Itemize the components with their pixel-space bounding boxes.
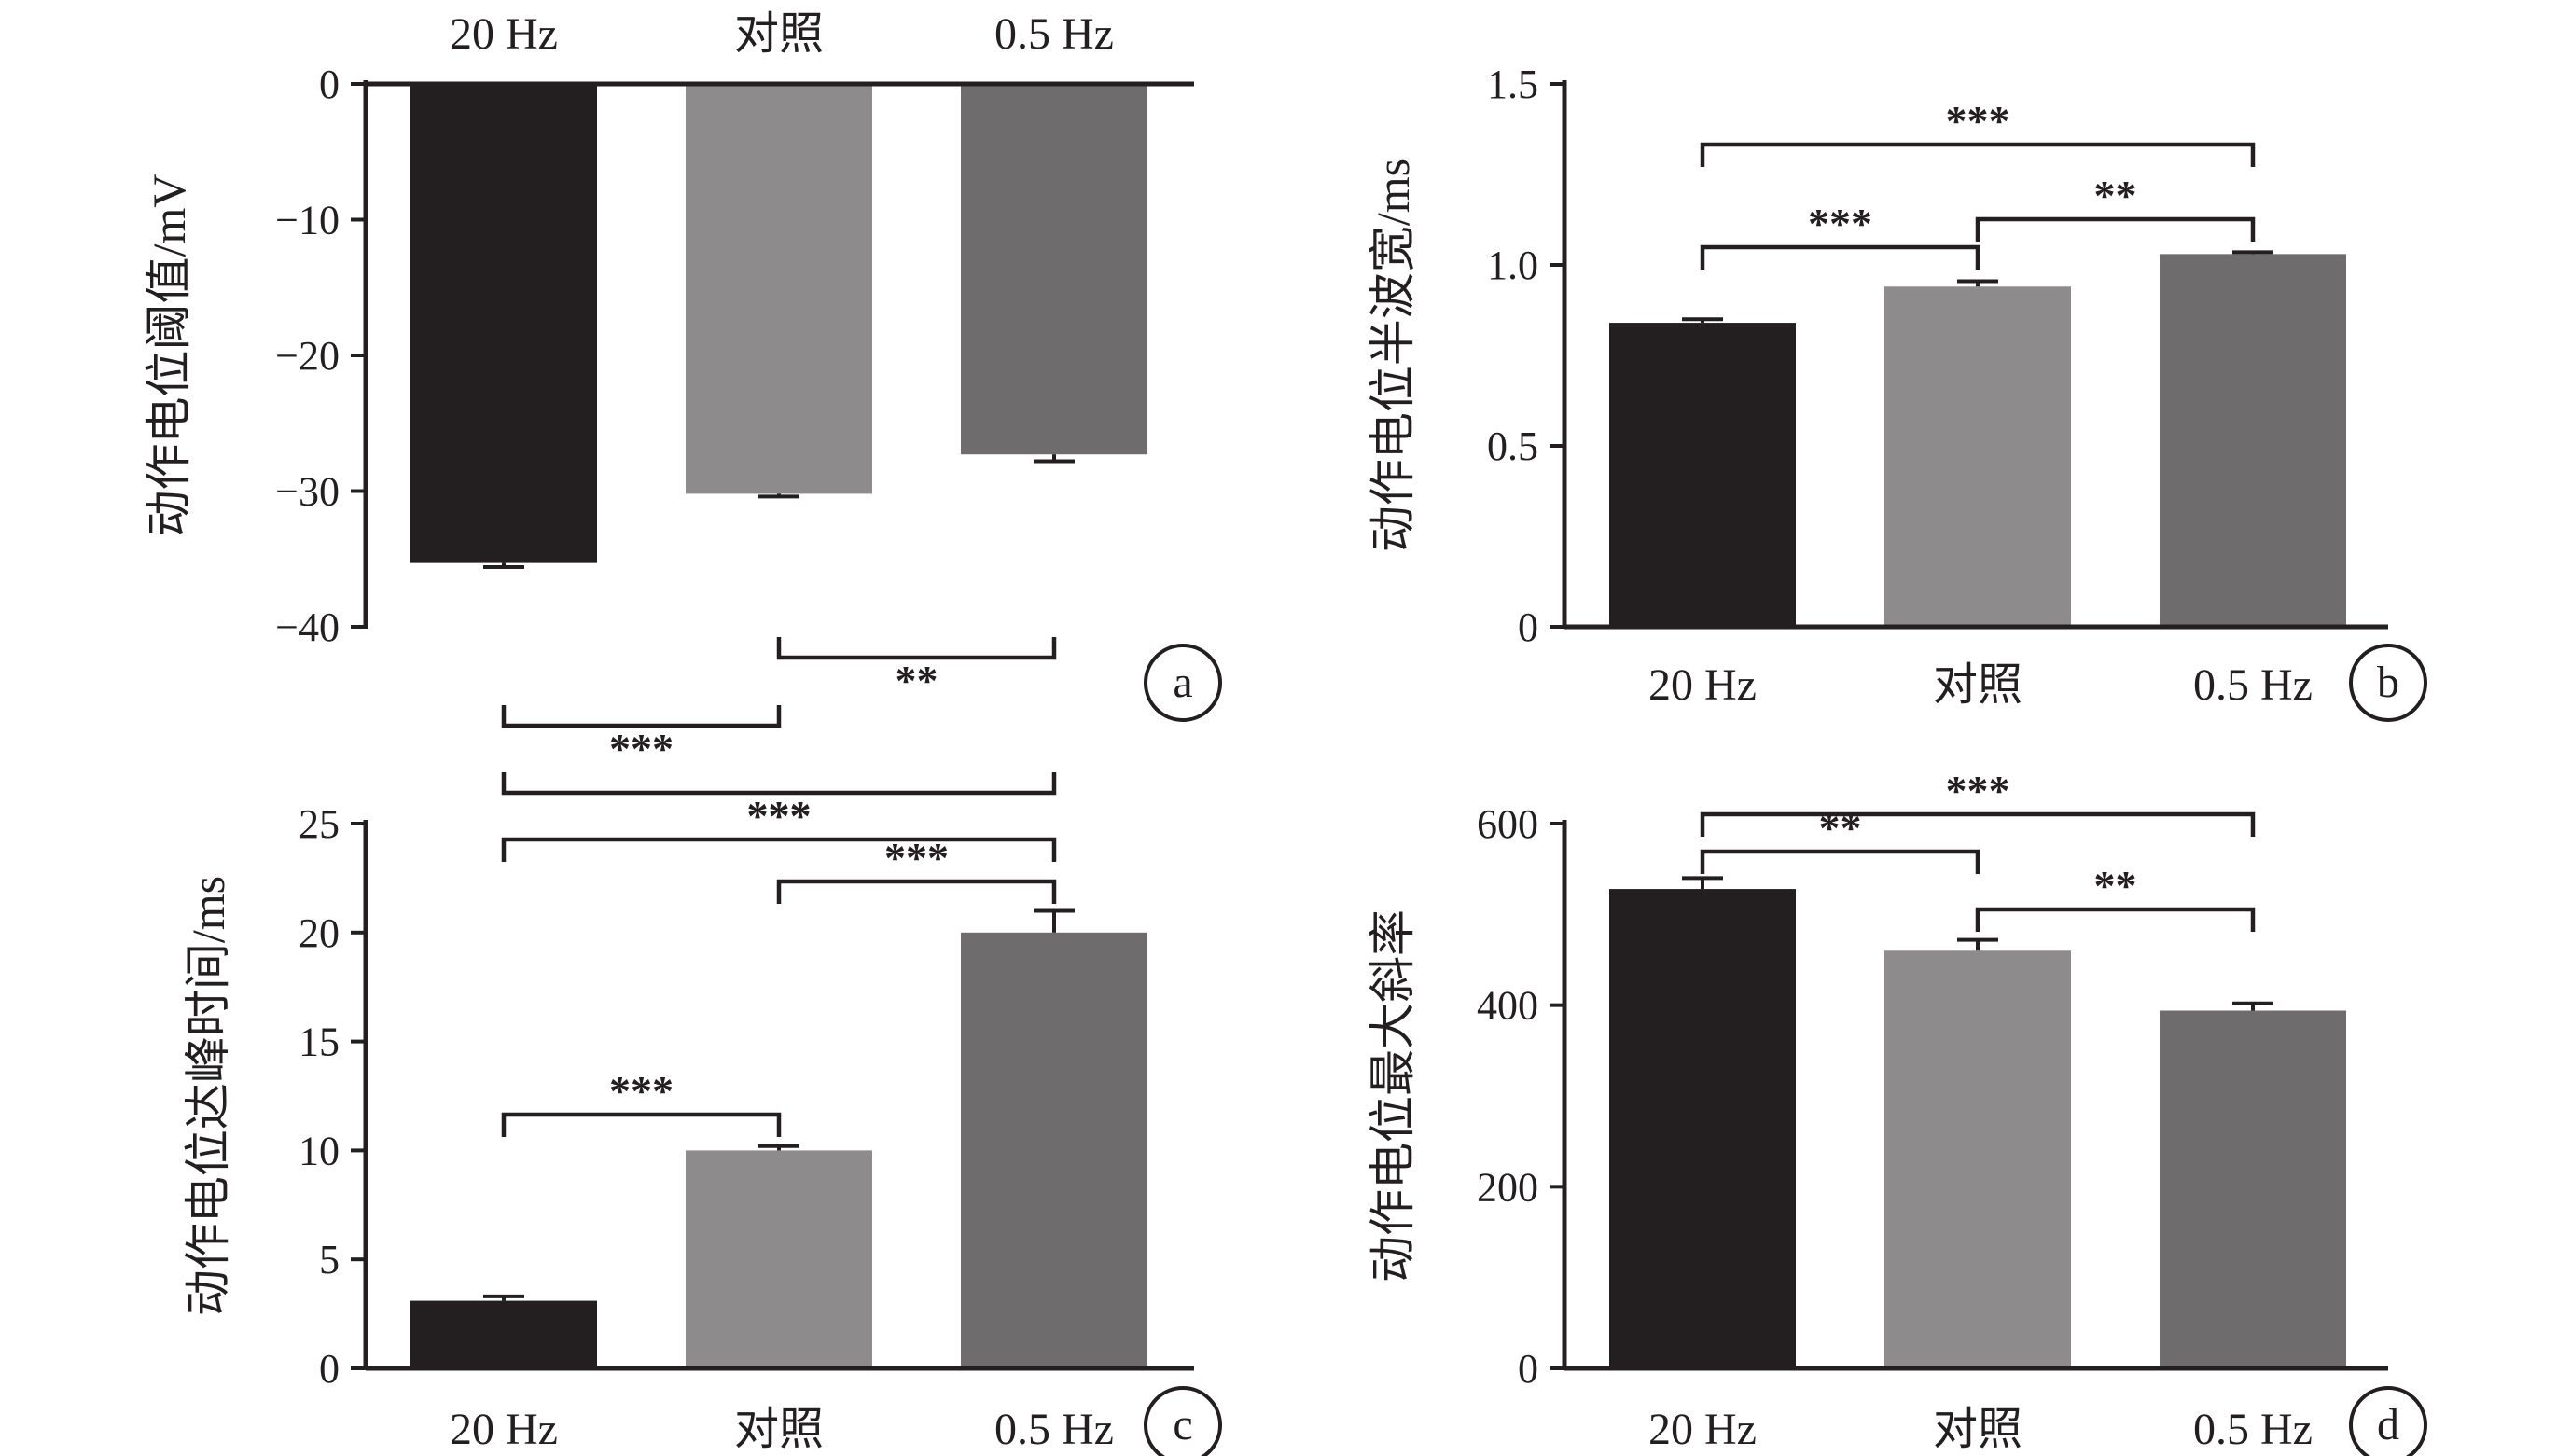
y-tick-label-b-1: 0.5	[1487, 423, 1538, 469]
category-label-d-0: 20 Hz	[1648, 1405, 1757, 1454]
y-tick-label-c-1: 5	[319, 1237, 340, 1283]
panel-label-a: a	[1173, 658, 1192, 707]
significance-bracket-a-0	[776, 637, 1057, 660]
significance-bracket-b-0	[1700, 142, 2256, 167]
category-label-a-1: 对照	[734, 9, 824, 59]
bar-d-0	[1609, 889, 1796, 1368]
significance-label-c-1: ***	[884, 834, 949, 881]
y-tick-label-c-0: 0	[319, 1346, 340, 1392]
significance-label-c-0: ***	[747, 792, 812, 839]
bar-a-2	[961, 84, 1147, 455]
significance-bracket-b-2	[1975, 216, 2256, 242]
bar-c-2	[961, 932, 1147, 1368]
y-tick-label-a-4: −40	[275, 604, 340, 650]
y-tick-label-d-0: 0	[1518, 1346, 1538, 1392]
panel-label-circle-d	[2349, 1386, 2427, 1456]
significance-label-d-0: ***	[1946, 767, 2010, 814]
y-tick-label-c-5: 25	[299, 801, 340, 847]
bar-b-2	[2160, 254, 2346, 627]
significance-label-a-0: **	[896, 657, 938, 704]
y-tick-label-a-0: 0	[319, 62, 340, 107]
category-label-b-0: 20 Hz	[1648, 660, 1757, 710]
significance-label-b-2: **	[2094, 172, 2137, 219]
significance-bracket-a-2	[501, 772, 1057, 796]
panel-label-c: c	[1173, 1400, 1192, 1449]
significance-label-d-2: **	[2094, 862, 2137, 909]
significance-bracket-a-1	[501, 705, 782, 728]
bar-d-2	[2160, 1010, 2346, 1368]
panel-b: 00.51.01.520 Hz 对照 0.5 Hz动作电位半波宽/ms*******…	[1367, 62, 2427, 722]
y-axis-label-c: 动作电位达峰时间/ms	[182, 876, 234, 1316]
bar-b-0	[1609, 323, 1796, 627]
panel-label-circle-a	[1144, 644, 1222, 722]
significance-bracket-c-2	[501, 1112, 782, 1137]
category-label-c-2: 0.5 Hz	[994, 1405, 1114, 1454]
panel-c: 0 5 10 15 20 25 20 Hz 对照 0.5 Hz 动作电位达峰时间/ms *** ***…	[182, 792, 1222, 1456]
significance-label-a-2: ***	[747, 792, 812, 839]
significance-bracket-b-1	[1700, 244, 1980, 270]
category-label-a-2: 0.5 Hz	[994, 9, 1114, 59]
y-axis-label-a: 动作电位阈值/mV	[143, 174, 195, 537]
y-tick-label-d-2: 400	[1477, 983, 1538, 1029]
bar-c-1	[686, 1150, 872, 1368]
y-tick-label-d-3: 600	[1477, 801, 1538, 847]
category-label-d-2: 0.5 Hz	[2193, 1405, 2313, 1454]
y-tick-label-c-2: 10	[299, 1128, 340, 1173]
significance-label-d-1: **	[1819, 804, 1862, 852]
y-tick-label-c-4: 20	[299, 910, 340, 956]
y-tick-label-a-2: −20	[275, 333, 340, 379]
panel-label-d: d	[2377, 1400, 2399, 1449]
significance-label-a-1: ***	[609, 725, 674, 772]
category-label-b-1: 对照	[1933, 660, 2022, 710]
bar-c-0	[410, 1300, 597, 1368]
bar-b-1	[1884, 286, 2071, 627]
category-label-b-2: 0.5 Hz	[2193, 660, 2313, 710]
panel-label-b: b	[2377, 658, 2399, 707]
y-tick-label-b-2: 1.0	[1487, 243, 1538, 288]
significance-bracket-d-2	[1975, 907, 2256, 932]
y-tick-label-b-0: 0	[1518, 604, 1538, 650]
bar-d-1	[1884, 950, 2071, 1368]
category-label-d-1: 对照	[1933, 1405, 2022, 1454]
panel-label-circle-c	[1144, 1386, 1222, 1456]
bar-a-1	[686, 84, 872, 494]
significance-bracket-d-0	[1700, 811, 2256, 837]
y-tick-label-a-1: −10	[275, 198, 340, 243]
significance-bracket-c-1	[776, 879, 1057, 904]
significance-bracket-d-1	[1700, 849, 1980, 874]
category-label-c-1: 对照	[734, 1405, 824, 1454]
y-tick-label-b-3: 1.5	[1487, 62, 1538, 107]
y-tick-label-d-1: 200	[1477, 1164, 1538, 1210]
category-label-c-0: 20 Hz	[450, 1405, 558, 1454]
y-tick-label-c-3: 15	[299, 1019, 340, 1065]
category-label-a-0: 20 Hz	[450, 9, 558, 59]
significance-bracket-c-0	[501, 837, 1057, 862]
y-axis-label-d: 动作电位最大斜率	[1367, 909, 1419, 1283]
significance-label-c-2: ***	[609, 1067, 674, 1115]
bar-a-0	[410, 84, 597, 563]
y-axis-label-b: 动作电位半波宽/ms	[1367, 159, 1419, 552]
y-tick-label-a-3: −30	[275, 469, 340, 515]
significance-label-b-0: ***	[1946, 97, 2010, 145]
significance-label-b-1: ***	[1808, 200, 1872, 247]
panel-label-circle-b	[2349, 644, 2427, 722]
